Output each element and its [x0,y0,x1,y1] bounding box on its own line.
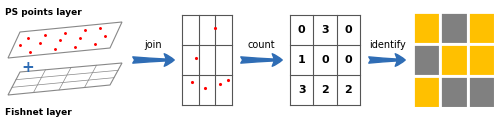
Text: 3: 3 [321,25,329,35]
Text: count: count [247,40,275,50]
Bar [440,76,468,108]
Text: 0: 0 [344,25,352,35]
Text: 2: 2 [321,85,329,95]
Bar [413,76,440,108]
Polygon shape [8,63,122,95]
Bar [413,44,440,76]
Bar [413,12,440,44]
Text: PS points layer: PS points layer [5,8,82,17]
Bar [468,12,495,44]
Polygon shape [8,22,122,58]
Text: Fishnet layer: Fishnet layer [5,108,72,117]
Bar [468,76,495,108]
Bar [468,44,495,76]
Text: 0: 0 [344,55,352,65]
Text: +: + [22,60,35,75]
Text: join: join [144,40,162,50]
Text: 1: 1 [298,55,306,65]
Text: 0: 0 [321,55,329,65]
Bar [440,12,468,44]
Text: identify: identify [368,40,406,50]
Text: 2: 2 [344,85,352,95]
Bar [440,44,468,76]
Text: 0: 0 [298,25,306,35]
Text: 3: 3 [298,85,306,95]
